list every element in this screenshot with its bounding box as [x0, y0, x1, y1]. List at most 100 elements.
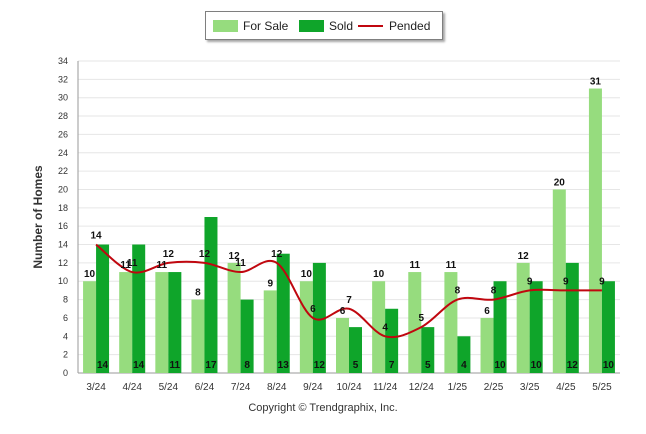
label-for-sale: 11 — [120, 260, 131, 271]
x-tick-label: 10/24 — [336, 382, 361, 393]
y-tick-label: 20 — [58, 184, 68, 194]
y-tick-label: 18 — [58, 203, 68, 213]
y-tick-label: 26 — [58, 129, 68, 139]
label-for-sale: 12 — [518, 251, 530, 262]
label-sold: 10 — [494, 360, 506, 371]
bar-for-sale — [191, 299, 205, 373]
bar-for-sale — [119, 272, 133, 373]
label-pended: 12 — [271, 249, 283, 260]
y-tick-label: 28 — [58, 111, 68, 121]
y-tick-label: 2 — [63, 350, 68, 360]
y-tick-label: 0 — [63, 368, 68, 378]
label-pended: 4 — [382, 322, 388, 333]
label-for-sale: 8 — [195, 288, 201, 299]
y-tick-label: 34 — [58, 56, 68, 66]
y-tick-label: 16 — [58, 221, 68, 231]
label-sold: 12 — [567, 360, 579, 371]
label-pended: 8 — [491, 286, 497, 297]
x-tick-label: 3/24 — [86, 382, 106, 393]
bar-for-sale — [299, 281, 313, 373]
y-tick-label: 32 — [58, 74, 68, 84]
label-for-sale: 9 — [267, 278, 273, 289]
x-tick-label: 6/24 — [195, 382, 215, 393]
label-pended: 7 — [346, 295, 352, 306]
legend: For Sale Sold Pended — [205, 11, 443, 40]
label-for-sale: 11 — [157, 260, 168, 271]
bar-for-sale — [372, 281, 386, 373]
label-sold: 11 — [170, 360, 181, 371]
x-tick-label: 9/24 — [303, 382, 323, 393]
y-tick-label: 10 — [58, 276, 68, 286]
label-pended: 5 — [418, 313, 424, 324]
legend-label-pended: Pended — [389, 18, 431, 33]
label-sold: 7 — [389, 360, 395, 371]
y-tick-label: 6 — [63, 313, 68, 323]
label-pended: 14 — [91, 231, 103, 242]
x-tick-label: 7/24 — [231, 382, 251, 393]
x-tick-label: 3/25 — [520, 382, 540, 393]
x-tick-label: 8/24 — [267, 382, 287, 393]
x-tick-label: 2/25 — [484, 382, 504, 393]
copyright-text: Copyright © Trendgraphix, Inc. — [248, 402, 398, 414]
bar-sold — [204, 217, 218, 373]
x-tick-label: 12/24 — [409, 382, 434, 393]
legend-swatch-sold — [299, 19, 324, 32]
label-for-sale: 10 — [301, 269, 313, 280]
label-sold: 10 — [531, 360, 543, 371]
y-tick-label: 8 — [63, 295, 68, 305]
bar-sold — [240, 299, 254, 373]
bar-for-sale — [480, 317, 494, 373]
label-for-sale: 10 — [84, 269, 96, 280]
label-for-sale: 12 — [229, 251, 241, 262]
bar-sold — [349, 327, 362, 373]
label-for-sale: 11 — [409, 260, 420, 271]
bar-sold — [457, 336, 471, 373]
bar-for-sale — [408, 272, 422, 373]
label-for-sale: 6 — [340, 306, 346, 317]
x-tick-label: 4/25 — [556, 382, 576, 393]
label-pended: 9 — [527, 276, 533, 287]
label-pended: 6 — [310, 304, 316, 315]
legend-item-for-sale: For Sale — [213, 19, 288, 33]
label-pended: 9 — [563, 276, 569, 287]
legend-label-sold: Sold — [329, 18, 354, 33]
label-pended: 11 — [127, 258, 138, 269]
bar-for-sale — [83, 281, 97, 373]
bar-sold — [529, 281, 543, 373]
bar-sold — [421, 327, 435, 373]
y-axis-title: Number of Homes — [31, 165, 45, 269]
bar-for-sale — [588, 88, 602, 373]
label-pended: 8 — [455, 286, 461, 297]
label-sold: 4 — [461, 360, 467, 371]
label-for-sale: 11 — [446, 260, 457, 271]
bar-sold — [385, 308, 399, 373]
bar-for-sale — [336, 317, 349, 373]
bar-for-sale — [444, 272, 458, 373]
x-tick-label: 4/24 — [122, 382, 142, 393]
bar-sold — [312, 262, 326, 373]
y-tick-label: 12 — [58, 258, 68, 268]
label-sold: 17 — [205, 360, 217, 371]
bar-sold — [96, 244, 110, 373]
y-tick-label: 22 — [58, 166, 68, 176]
y-tick-label: 14 — [58, 240, 68, 250]
label-for-sale: 6 — [484, 306, 490, 317]
x-tick-label: 1/25 — [448, 382, 468, 393]
legend-swatch-pended — [358, 24, 383, 27]
label-sold: 5 — [353, 360, 359, 371]
bar-for-sale — [227, 262, 241, 373]
y-tick-label: 24 — [58, 148, 68, 158]
line-pended — [95, 243, 602, 339]
x-tick-label: 11/24 — [373, 382, 398, 393]
bar-sold — [601, 281, 615, 373]
y-tick-label: 4 — [63, 331, 68, 341]
label-sold: 10 — [603, 360, 615, 371]
label-sold: 8 — [244, 360, 250, 371]
label-sold: 12 — [314, 360, 326, 371]
label-for-sale: 31 — [590, 77, 602, 88]
y-tick-label: 30 — [58, 93, 68, 103]
bar-sold — [132, 244, 146, 373]
bar-for-sale — [155, 272, 169, 373]
